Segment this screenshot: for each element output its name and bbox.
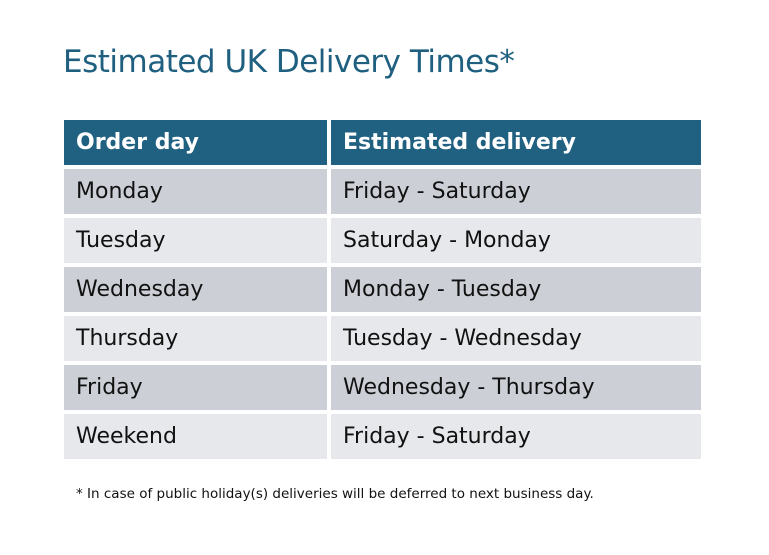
footnote: * In case of public holiday(s) deliverie… <box>76 486 594 502</box>
column-header-estimated-delivery: Estimated delivery <box>331 120 701 165</box>
table-cell-order-day: Tuesday <box>64 218 327 263</box>
table-cell-order-day: Wednesday <box>64 267 327 312</box>
table-cell-delivery: Wednesday - Thursday <box>331 365 701 410</box>
table-cell-order-day: Thursday <box>64 316 327 361</box>
table-cell-delivery: Friday - Saturday <box>331 414 701 459</box>
table-cell-delivery: Monday - Tuesday <box>331 267 701 312</box>
table-cell-order-day: Weekend <box>64 414 327 459</box>
page-title: Estimated UK Delivery Times* <box>63 44 515 80</box>
table-cell-delivery: Friday - Saturday <box>331 169 701 214</box>
table-cell-order-day: Friday <box>64 365 327 410</box>
column-header-order-day: Order day <box>64 120 327 165</box>
table-cell-order-day: Monday <box>64 169 327 214</box>
table-cell-delivery: Saturday - Monday <box>331 218 701 263</box>
delivery-table: Order day Estimated delivery Monday Frid… <box>64 120 701 459</box>
table-cell-delivery: Tuesday - Wednesday <box>331 316 701 361</box>
